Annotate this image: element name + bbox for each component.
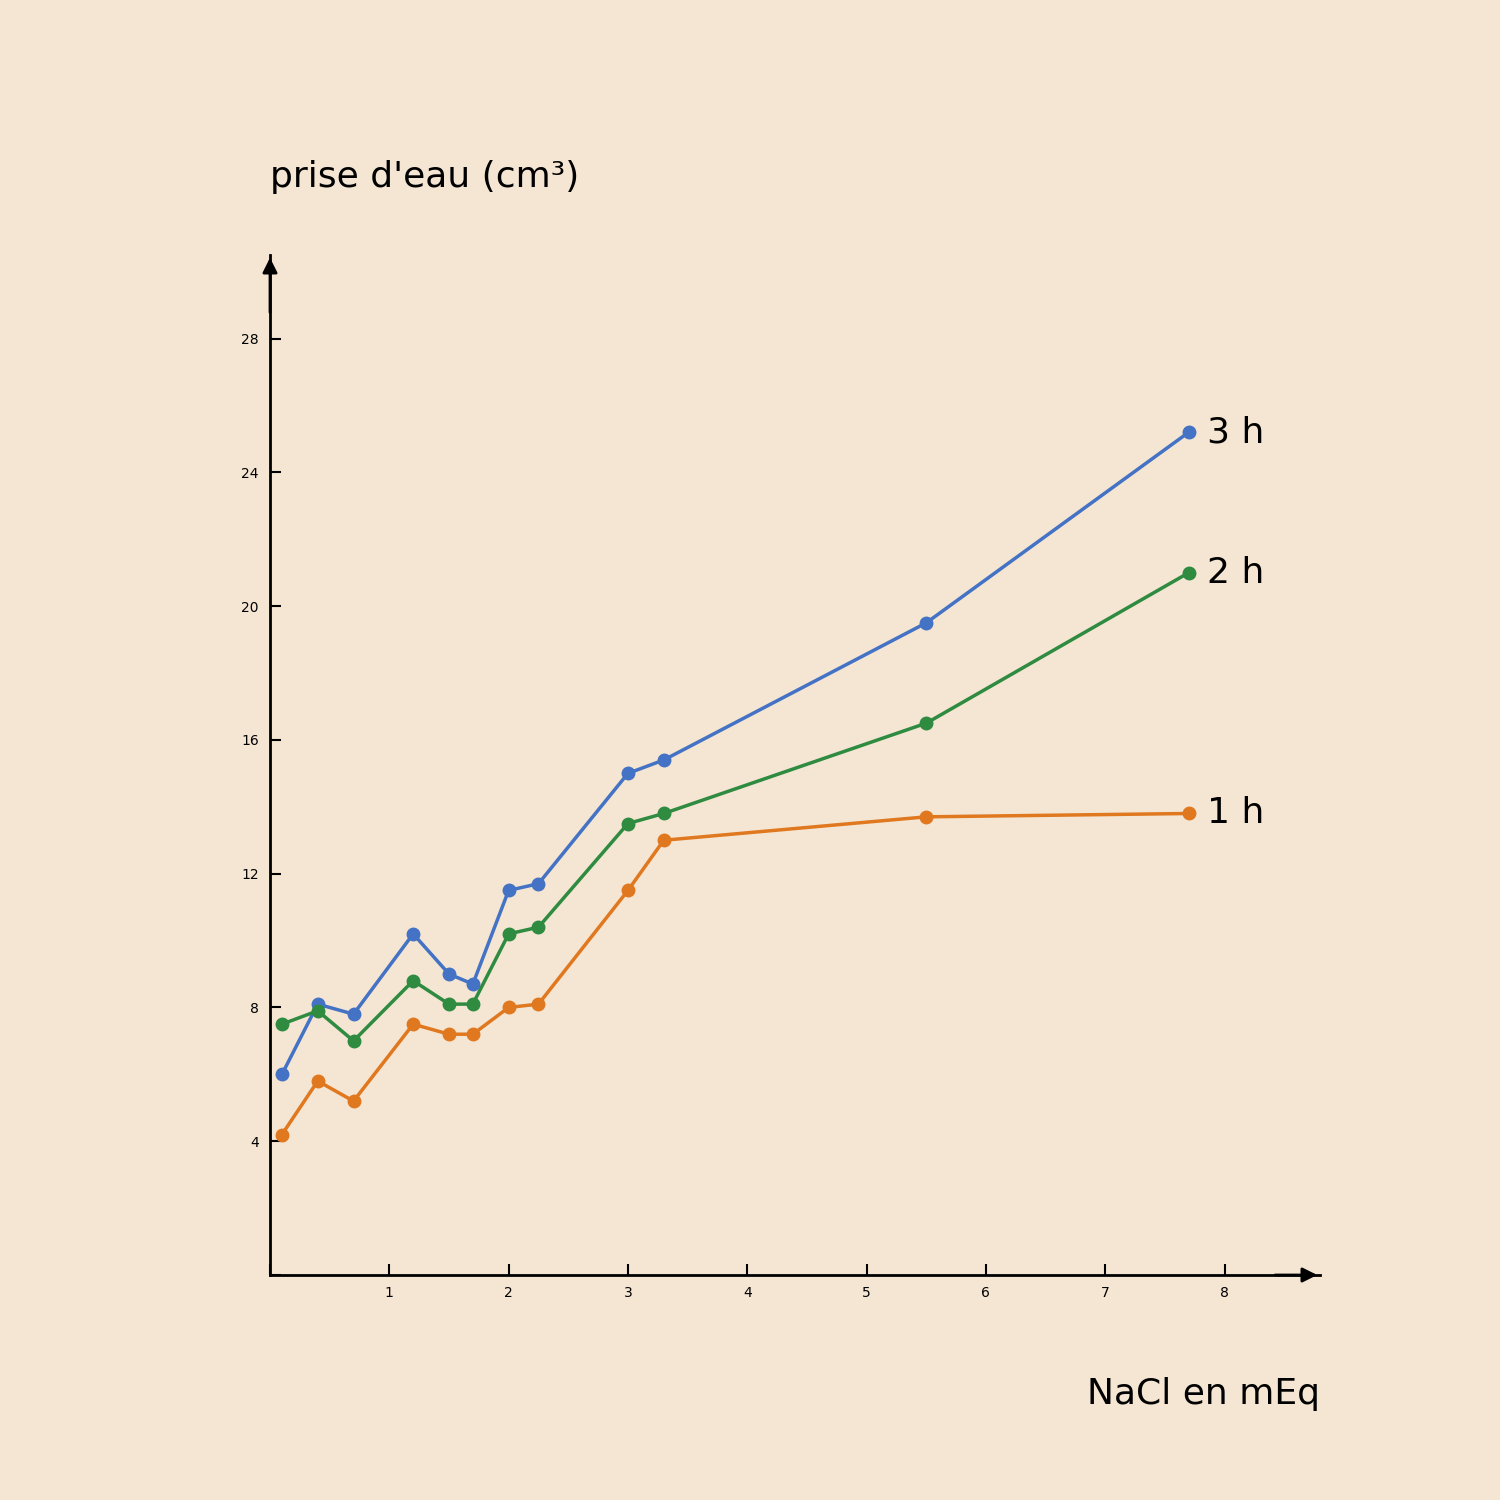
Text: prise d'eau (cm³): prise d'eau (cm³) [270, 160, 579, 194]
Text: 2 h: 2 h [1206, 555, 1264, 590]
Text: NaCl en mEq: NaCl en mEq [1088, 1377, 1320, 1411]
Text: 1 h: 1 h [1206, 796, 1264, 831]
Text: 3 h: 3 h [1206, 416, 1264, 448]
